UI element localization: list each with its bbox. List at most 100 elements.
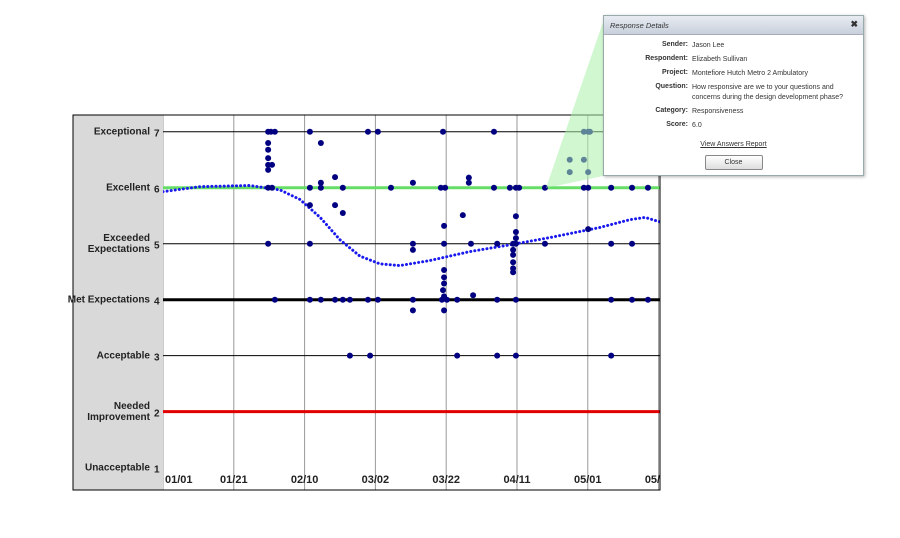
response-point — [332, 296, 339, 303]
response-point — [374, 296, 381, 303]
field-value: Jason Lee — [692, 42, 725, 49]
response-point — [265, 139, 272, 146]
response-point — [608, 240, 615, 247]
response-point — [629, 184, 636, 191]
response-point — [317, 179, 324, 186]
x-tick-label: 01/01 — [165, 474, 193, 486]
view-answers-link[interactable]: View Answers Report — [700, 141, 767, 148]
response-point — [332, 202, 339, 209]
response-point — [580, 184, 587, 191]
callout — [546, 22, 603, 188]
x-tick-label: 05/21 — [645, 474, 673, 486]
field-value: How responsive are we to your questions … — [692, 84, 843, 101]
field-value: Montefiore Hutch Metro 2 Ambulatory — [692, 70, 808, 77]
field-label: Score: — [666, 121, 688, 128]
field-value: Elizabeth Sullivan — [692, 56, 748, 63]
response-point — [265, 166, 272, 173]
response-point — [265, 240, 272, 247]
popup-header: Response Details ✖ — [604, 16, 863, 35]
response-point — [409, 296, 416, 303]
response-point — [269, 161, 276, 168]
response-point — [265, 155, 272, 162]
y-tick-label: 1 — [154, 464, 160, 475]
response-point — [490, 184, 497, 191]
response-point — [306, 184, 313, 191]
response-point — [512, 296, 519, 303]
y-tick-label: 6 — [154, 184, 160, 195]
response-point — [317, 184, 324, 191]
field-row: Respondent: Elizabeth Sullivan — [604, 55, 863, 65]
response-point — [269, 184, 276, 191]
field-row: Score: 6.0 — [604, 121, 863, 131]
response-point — [364, 296, 371, 303]
response-point — [608, 296, 615, 303]
fields: Sender: Jason Lee Respondent: Elizabeth Sul… — [604, 35, 863, 131]
response-point — [306, 240, 313, 247]
response-point — [512, 213, 519, 220]
y-tick-label: 7 — [154, 128, 160, 139]
response-point — [374, 128, 381, 135]
response-point — [409, 307, 416, 314]
field-row: Sender: Jason Lee — [604, 41, 863, 51]
response-point — [629, 240, 636, 247]
y-level-name: Exceptional — [93, 126, 150, 138]
y-tick-label: 2 — [154, 408, 160, 419]
field-label: Project: — [661, 69, 688, 76]
response-point — [512, 235, 519, 242]
response-point — [506, 184, 513, 191]
close-icon[interactable]: ✖ — [850, 19, 858, 29]
response-point — [332, 174, 339, 181]
y-axis-panel — [73, 115, 163, 490]
response-point — [409, 179, 416, 186]
response-point — [364, 128, 371, 135]
response-details-popup: Response Details ✖ Sender: Jason Lee Respo… — [603, 15, 864, 176]
response-point — [516, 184, 523, 191]
response-point — [494, 296, 501, 303]
response-point — [608, 352, 615, 359]
y-level-name: Needed Improvement — [87, 400, 150, 423]
response-point — [541, 240, 548, 247]
response-point — [441, 280, 448, 287]
response-point — [317, 296, 324, 303]
response-point — [339, 184, 346, 191]
response-point — [346, 352, 353, 359]
response-point — [465, 179, 472, 186]
x-tick-label: 02/10 — [291, 474, 319, 486]
response-point — [441, 274, 448, 281]
response-point — [490, 128, 497, 135]
response-point — [441, 240, 448, 247]
response-point — [387, 184, 394, 191]
response-point — [339, 209, 346, 216]
response-point — [265, 146, 272, 153]
response-point — [454, 296, 461, 303]
response-point — [585, 226, 592, 233]
response-point — [510, 246, 517, 253]
response-point — [467, 240, 474, 247]
y-level-name: Unacceptable — [84, 462, 150, 474]
field-row: Question: How responsive are we to your q… — [604, 83, 863, 103]
close-button[interactable]: Close — [704, 155, 763, 170]
y-tick-label: 5 — [154, 240, 160, 251]
response-point — [454, 352, 461, 359]
response-point — [409, 246, 416, 253]
response-point — [585, 184, 592, 191]
response-point — [438, 296, 445, 303]
response-point — [441, 267, 448, 274]
response-point — [494, 240, 501, 247]
response-point — [512, 240, 519, 247]
x-tick-label: 03/22 — [432, 474, 460, 486]
field-label: Respondent: — [645, 55, 688, 62]
response-point — [440, 128, 447, 135]
chart-frame — [72, 114, 661, 491]
field-value: 6.0 — [692, 122, 702, 129]
response-point — [317, 139, 324, 146]
y-level-name: Exceeded Expectations — [87, 232, 150, 255]
response-point — [442, 184, 449, 191]
field-row: Project: Montefiore Hutch Metro 2 Ambulat… — [604, 69, 863, 79]
response-point — [644, 184, 651, 191]
response-point — [306, 128, 313, 135]
y-level-name: Met Expectations — [67, 294, 150, 306]
response-point — [440, 287, 447, 294]
